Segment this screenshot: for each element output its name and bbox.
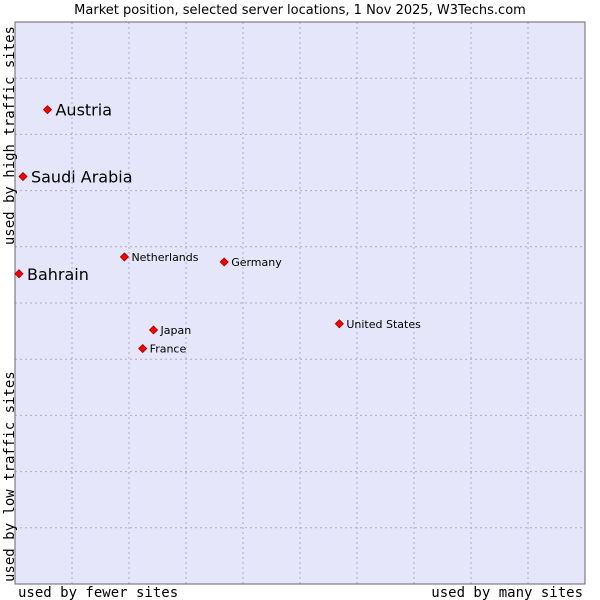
point-marker-netherlands [119, 252, 130, 262]
x-axis-label-left: used by fewer sites [18, 585, 178, 600]
point-label-united-states: United States [346, 318, 421, 331]
y-axis-label-top: used by high traffic sites [2, 26, 18, 245]
grid-lines [15, 22, 585, 584]
point-label-netherlands: Netherlands [131, 251, 198, 264]
point-marker-bahrain [14, 269, 24, 279]
point-marker-saudi-arabia [18, 171, 28, 182]
data-points: Austria Saudi Arabia Bahrain Netherlands Ger… [14, 101, 421, 356]
point-marker-japan [148, 325, 159, 335]
point-germany: Germany [219, 256, 282, 269]
point-austria: Austria [42, 101, 112, 120]
plot-border [14, 21, 586, 585]
point-label-germany: Germany [231, 256, 282, 269]
point-saudi-arabia: Saudi Arabia [18, 168, 133, 187]
y-axis-label-bottom: used by low traffic sites [2, 371, 18, 582]
point-marker-france [138, 343, 148, 354]
point-marker-austria [42, 105, 53, 115]
point-japan: Japan [148, 324, 192, 337]
point-france: France [138, 343, 187, 356]
point-label-france: France [150, 343, 187, 356]
chart-title: Market position, selected server locatio… [74, 3, 526, 18]
point-marker-united-states [334, 319, 344, 329]
point-label-austria: Austria [55, 101, 112, 120]
point-label-japan: Japan [160, 324, 192, 337]
point-netherlands: Netherlands [119, 251, 199, 264]
point-united-states: United States [334, 318, 421, 331]
point-label-bahrain: Bahrain [27, 265, 89, 284]
point-label-saudi-arabia: Saudi Arabia [31, 168, 133, 187]
x-axis-label-right: used by many sites [431, 585, 583, 600]
point-bahrain: Bahrain [14, 265, 89, 284]
point-marker-germany [219, 257, 229, 267]
